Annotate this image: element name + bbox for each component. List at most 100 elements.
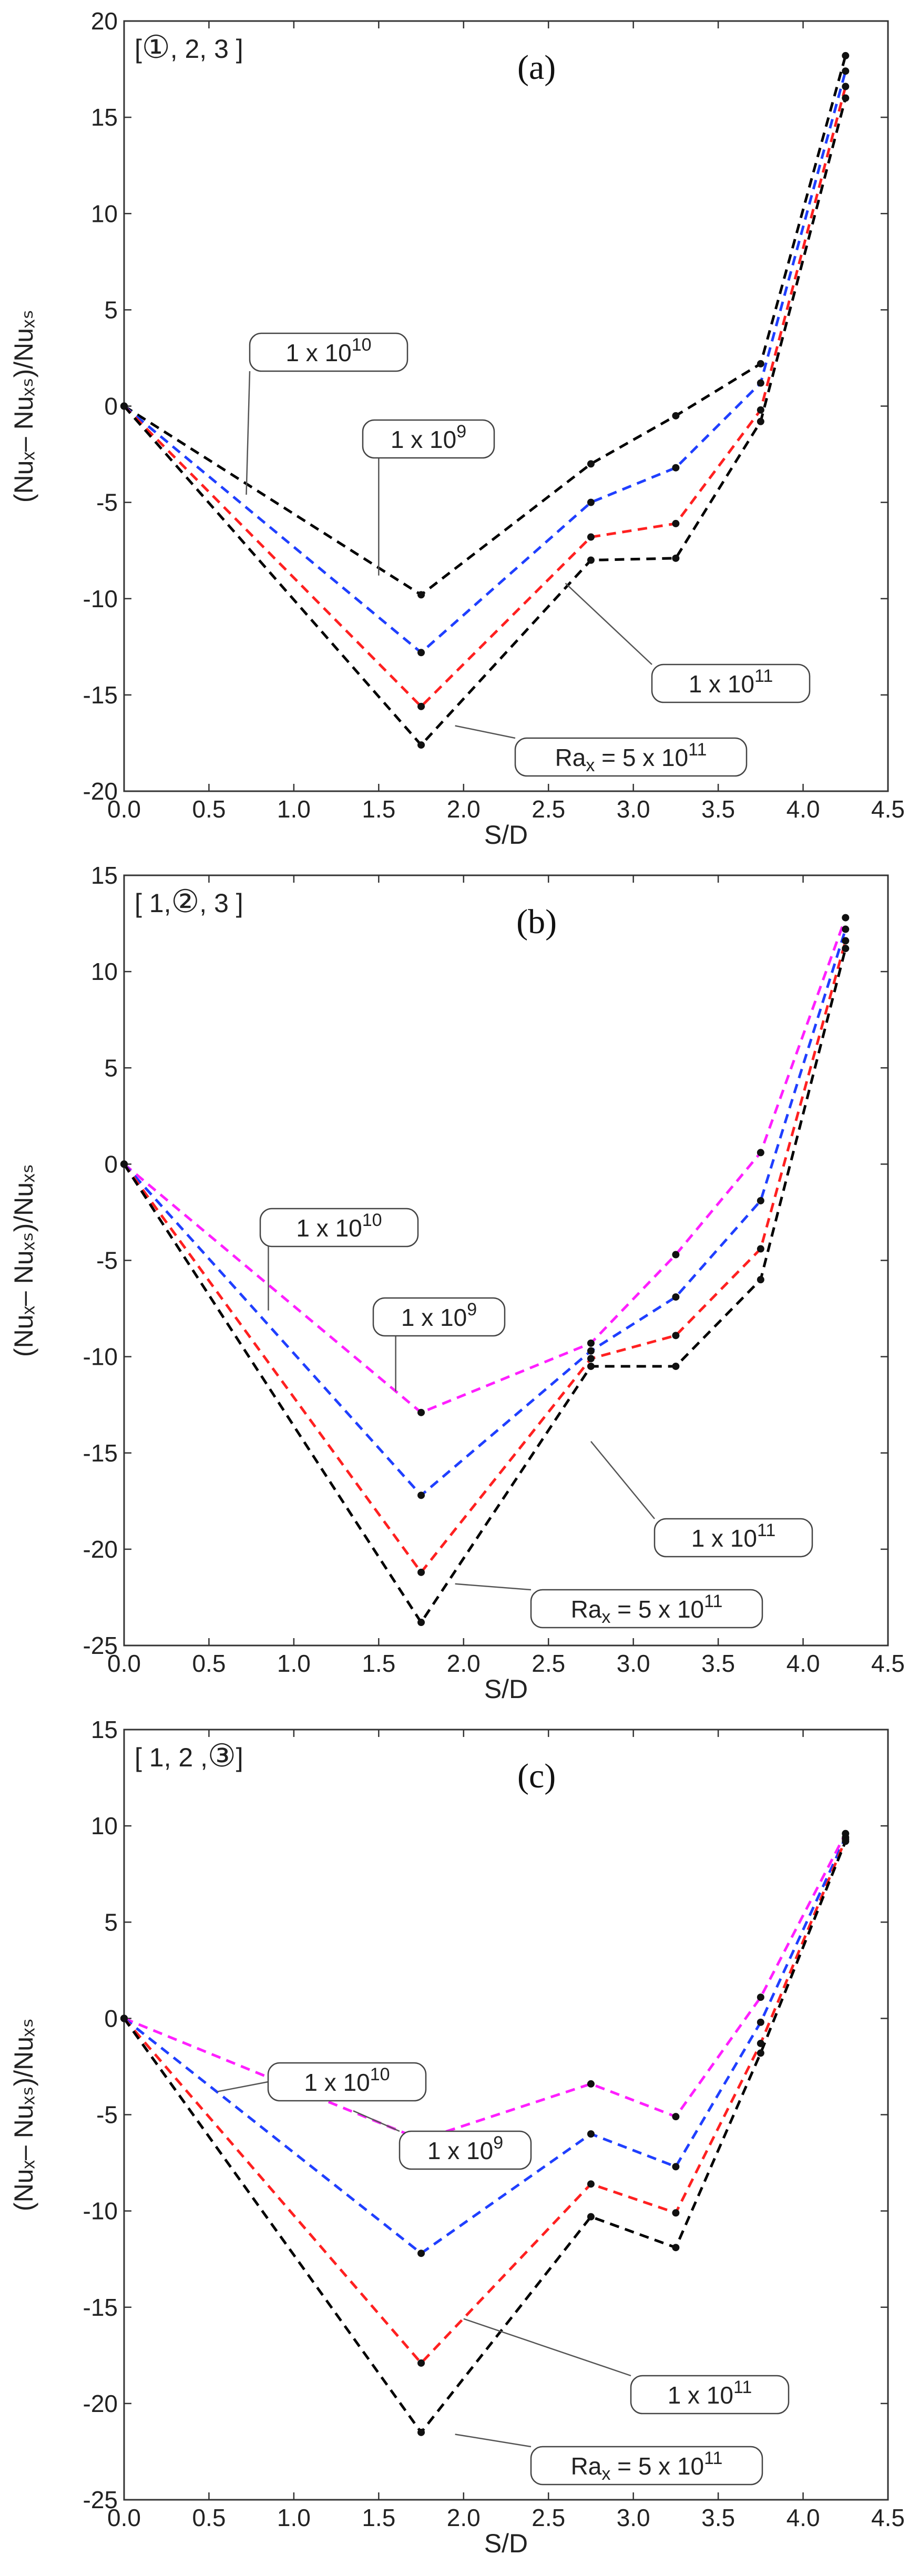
x-tick-label: 3.0 <box>617 1650 650 1677</box>
series-line-0 <box>124 1833 847 2141</box>
data-point <box>842 52 850 59</box>
y-tick-label: 20 <box>91 7 118 35</box>
x-tick-label: 4.5 <box>871 2504 905 2531</box>
callout-leader <box>353 2110 400 2132</box>
y-tick-label: -20 <box>83 1536 118 1563</box>
callout-box <box>530 2446 763 2486</box>
chart-panel-a: 0.0 0.5 1.0 1.5 2.0 2.5 3.0 3.5 4.0 4.5 -20 -15 -10 -… <box>9 7 905 850</box>
x-tick-label: 0.5 <box>192 2504 226 2531</box>
data-point <box>757 1149 764 1157</box>
x-tick-label: 1.5 <box>362 2504 395 2531</box>
data-point <box>842 914 850 922</box>
callout-leader <box>455 1583 532 1591</box>
panel-label: (c) <box>517 1757 556 1795</box>
callout-box <box>630 2375 790 2415</box>
data-point <box>417 2428 425 2436</box>
data-point <box>587 2080 595 2088</box>
data-point <box>587 1339 595 1347</box>
data-point <box>757 1994 764 2001</box>
x-tick-label: 4.0 <box>787 2504 820 2531</box>
callout-label-0: 1 x 1010 <box>304 2064 390 2096</box>
y-tick-label: -10 <box>83 585 118 612</box>
callout-box <box>514 737 748 777</box>
data-point <box>672 554 680 562</box>
y-tick-label: -10 <box>83 2197 118 2225</box>
x-tick-label: 4.5 <box>871 795 905 823</box>
data-point <box>672 2113 680 2121</box>
data-point <box>120 2015 128 2022</box>
data-point <box>587 460 595 468</box>
data-point <box>842 67 850 75</box>
y-tick-label: 10 <box>91 958 118 985</box>
chart-panel-b: 0.0 0.5 1.0 1.5 2.0 2.5 3.0 3.5 4.0 4.5 -25 -20 -15 -… <box>9 862 905 1704</box>
callout-label-3: Rax = 5 x 1011 <box>555 740 707 775</box>
y-tick-label: -20 <box>83 778 118 805</box>
x-tick-label: 0.0 <box>107 795 141 823</box>
x-tick-label: 3.0 <box>617 795 650 823</box>
callout-box <box>530 1589 763 1629</box>
callout-label-2: 1 x 1011 <box>689 666 773 698</box>
x-tick-label: 1.5 <box>362 1650 395 1677</box>
y-tick-label: -15 <box>83 1439 118 1467</box>
y-tick-label: 5 <box>104 1908 118 1936</box>
chart-panel-c: 0.0 0.5 1.0 1.5 2.0 2.5 3.0 3.5 4.0 4.5 -25 -20 -15 -… <box>9 1716 905 2558</box>
data-point <box>587 533 595 541</box>
callout-label-1: 1 x 109 <box>391 422 466 453</box>
panel-label: (b) <box>516 903 557 941</box>
series-line-3 <box>122 1841 847 2435</box>
callout-label-2: 1 x 1011 <box>668 2377 752 2409</box>
x-tick-label: 0.5 <box>192 1650 226 1677</box>
x-tick-label: 3.5 <box>701 795 735 823</box>
data-point <box>417 741 425 749</box>
data-point <box>757 2039 764 2047</box>
callout-leader <box>455 2434 532 2448</box>
data-point <box>120 1160 128 1168</box>
data-point <box>757 1197 764 1204</box>
data-point <box>757 1245 764 1253</box>
x-tick-label: 1.0 <box>277 2504 311 2531</box>
configuration-label: [ 1, 2 ,③] <box>135 1738 243 1773</box>
y-tick-label: 15 <box>91 104 118 131</box>
x-tick-label: 2.0 <box>447 795 481 823</box>
y-axis-label: (Nuₓ– Nuₓₛ)/Nuₓₛ <box>9 2018 38 2211</box>
x-tick-label: 0.5 <box>192 795 226 823</box>
x-tick-label: 2.0 <box>447 1650 481 1677</box>
data-point <box>757 406 764 414</box>
x-tick-label: 1.0 <box>277 1650 311 1677</box>
series-line-3 <box>123 97 847 747</box>
data-point <box>417 1408 425 1416</box>
callout-label-3: Rax = 5 x 1011 <box>571 2448 723 2484</box>
series-line-1 <box>123 70 847 655</box>
y-tick-label: -5 <box>96 1247 118 1274</box>
callout-label-3: Rax = 5 x 1011 <box>571 1591 723 1627</box>
series-line-1 <box>123 1837 847 2255</box>
y-tick-label: 10 <box>91 200 118 227</box>
configuration-label: [ 1,②, 3 ] <box>135 884 243 919</box>
data-point <box>417 649 425 657</box>
callout-box <box>259 1208 419 1248</box>
data-point <box>842 925 850 933</box>
data-point <box>842 937 850 945</box>
x-tick-label: 2.5 <box>532 1650 565 1677</box>
data-point <box>842 1837 850 1845</box>
data-point <box>842 945 850 953</box>
callout-leader <box>590 1440 655 1519</box>
configuration-label: [①, 2, 3 ] <box>135 29 243 65</box>
callout-box <box>399 2130 532 2170</box>
y-tick-label: 0 <box>104 393 118 420</box>
callout-label-1: 1 x 109 <box>427 2133 503 2164</box>
data-point <box>672 1332 680 1340</box>
series-line-1 <box>123 928 847 1497</box>
data-point <box>672 1293 680 1301</box>
y-tick-label: -15 <box>83 2294 118 2321</box>
y-tick-label: 0 <box>104 2005 118 2032</box>
x-tick-label: 2.5 <box>532 2504 565 2531</box>
data-point <box>587 2130 595 2138</box>
data-point <box>587 2180 595 2188</box>
x-tick-label: 3.0 <box>617 2504 650 2531</box>
y-tick-label: 5 <box>104 1054 118 1081</box>
data-point <box>672 2163 680 2171</box>
data-point <box>672 412 680 420</box>
x-tick-label: 1.5 <box>362 795 395 823</box>
